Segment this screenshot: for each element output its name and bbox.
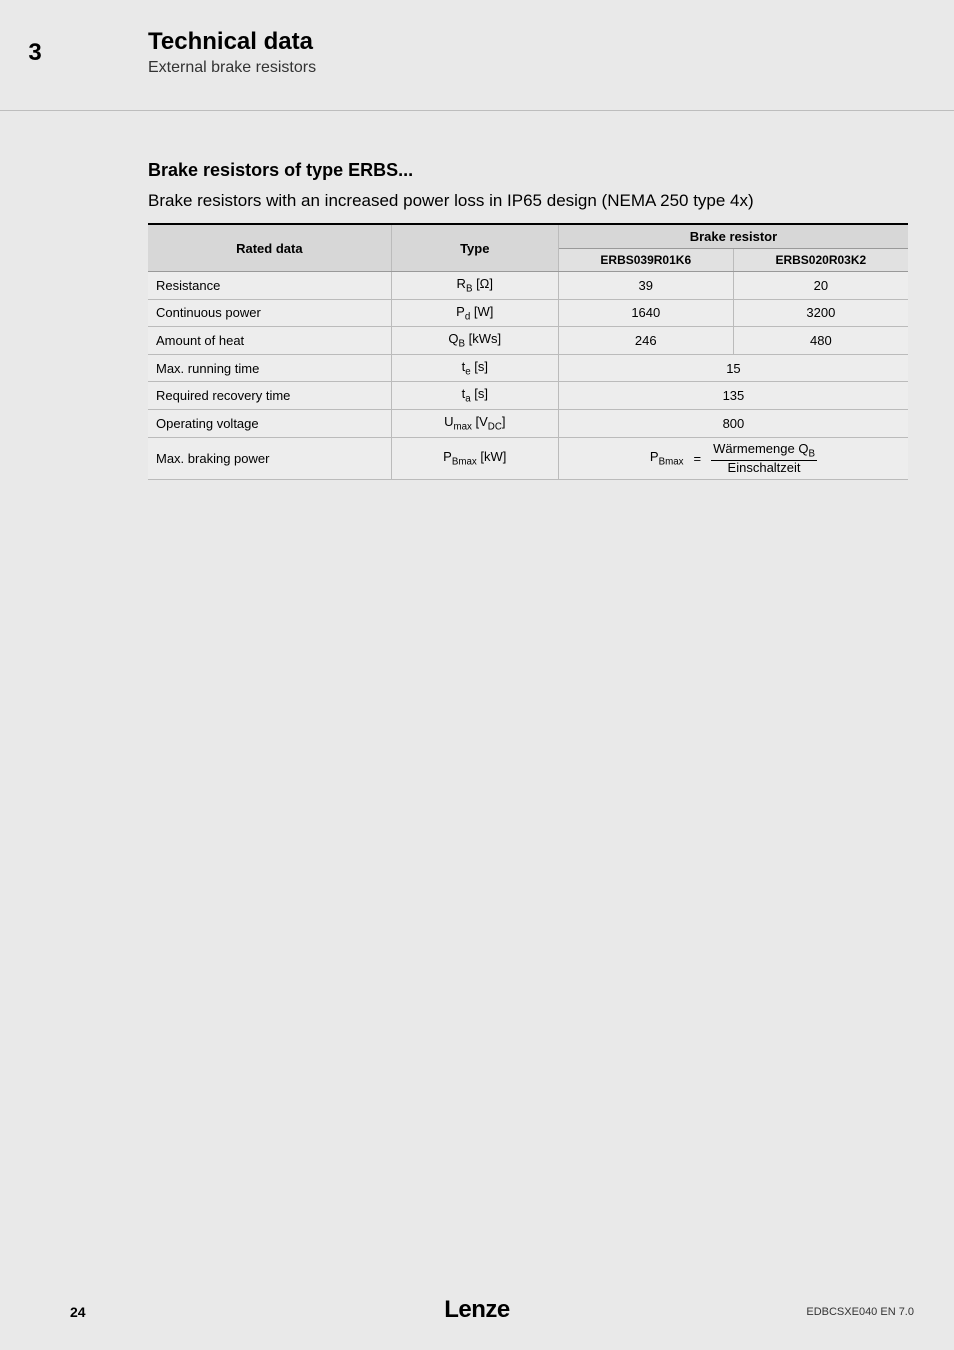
cell-type: ta [s] [391, 382, 558, 410]
cell-value: 3200 [733, 299, 908, 327]
cell-label: Operating voltage [148, 409, 391, 437]
page-title: Technical data [148, 28, 316, 57]
cell-type: RB [Ω] [391, 272, 558, 300]
header-divider [0, 110, 954, 111]
chapter-number: 3 [28, 39, 41, 66]
table-row: Resistance RB [Ω] 39 20 [148, 272, 908, 300]
table-row: Max. running time te [s] 15 [148, 354, 908, 382]
cell-type: te [s] [391, 354, 558, 382]
doc-reference: EDBCSXE040 EN 7.0 [806, 1306, 914, 1318]
section-intro: Brake resistors with an increased power … [148, 191, 908, 211]
cell-type: QB [kWs] [391, 327, 558, 355]
cell-value: 15 [558, 354, 908, 382]
table-row: Required recovery time ta [s] 135 [148, 382, 908, 410]
table-row: Operating voltage Umax [VDC] 800 [148, 409, 908, 437]
cell-type: Umax [VDC] [391, 409, 558, 437]
cell-value: 20 [733, 272, 908, 300]
th-model-1: ERBS039R01K6 [558, 249, 733, 272]
cell-label: Max. running time [148, 354, 391, 382]
page-footer: 24 Lenze EDBCSXE040 EN 7.0 [0, 1290, 954, 1320]
cell-value: 1640 [558, 299, 733, 327]
formula-eq: = [694, 451, 702, 466]
cell-value: 480 [733, 327, 908, 355]
content-area: Brake resistors of type ERBS... Brake re… [148, 160, 908, 480]
cell-type: PBmax [kW] [391, 437, 558, 480]
chapter-badge: 3 [0, 28, 70, 78]
cell-label: Continuous power [148, 299, 391, 327]
formula-denominator: Einschaltzeit [726, 461, 803, 475]
page-subtitle: External brake resistors [148, 59, 316, 77]
formula-lhs: PBmax [650, 449, 684, 468]
th-type: Type [391, 224, 558, 272]
section-heading: Brake resistors of type ERBS... [148, 160, 908, 181]
table-row: Max. braking power PBmax [kW] PBmax = Wä… [148, 437, 908, 480]
cell-label: Required recovery time [148, 382, 391, 410]
th-rated: Rated data [148, 224, 391, 272]
th-resistor: Brake resistor [558, 224, 908, 249]
cell-value: 246 [558, 327, 733, 355]
table-row: Amount of heat QB [kWs] 246 480 [148, 327, 908, 355]
cell-label: Resistance [148, 272, 391, 300]
cell-value: 39 [558, 272, 733, 300]
brake-resistor-table: Rated data Type Brake resistor ERBS039R0… [148, 223, 908, 480]
formula-fraction: Wärmemenge QB Einschaltzeit [711, 442, 817, 476]
cell-value: 800 [558, 409, 908, 437]
table-row: Continuous power Pd [W] 1640 3200 [148, 299, 908, 327]
title-block: Technical data External brake resistors [148, 28, 316, 77]
cell-formula: PBmax = Wärmemenge QB Einschaltzeit [558, 437, 908, 480]
cell-type: Pd [W] [391, 299, 558, 327]
cell-label: Max. braking power [148, 437, 391, 480]
th-model-2: ERBS020R03K2 [733, 249, 908, 272]
cell-label: Amount of heat [148, 327, 391, 355]
cell-value: 135 [558, 382, 908, 410]
formula-numerator: Wärmemenge QB [711, 442, 817, 461]
